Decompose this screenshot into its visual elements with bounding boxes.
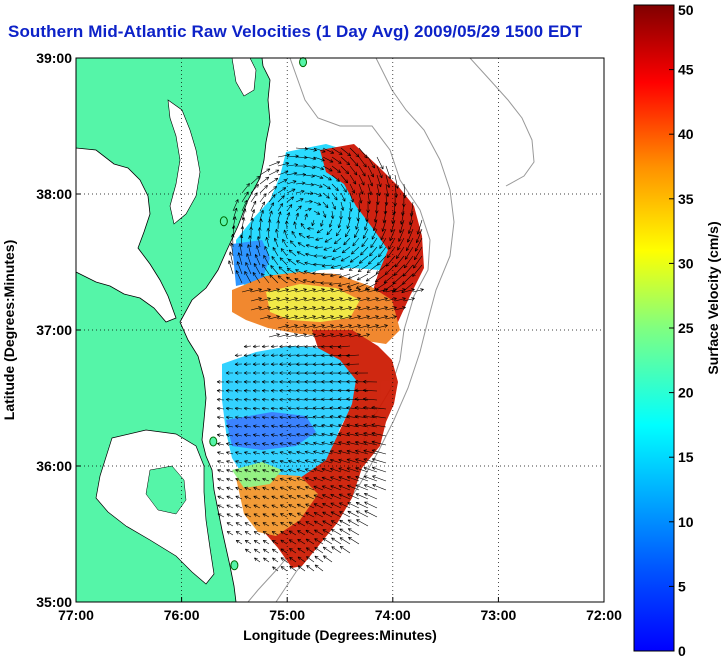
velocity-arrow-set xyxy=(216,146,424,572)
bay-inlet xyxy=(167,99,201,225)
colorbar-tick-label: 30 xyxy=(678,255,694,271)
colorbar-tick-label: 5 xyxy=(678,578,686,594)
x-axis: 77:00 76:00 75:00 74:00 73:00 72:00 xyxy=(58,597,622,623)
x-tick-label: 73:00 xyxy=(480,607,516,623)
radar-station-marker xyxy=(299,57,308,68)
velocity-field xyxy=(216,144,424,572)
velocity-patch-yellow xyxy=(266,284,360,322)
grid-lines xyxy=(76,58,604,602)
colorbar-tick-label: 50 xyxy=(678,2,694,18)
radar-stations xyxy=(209,57,308,571)
y-tick-label: 36:00 xyxy=(36,458,72,474)
velocity-patch-south-blue xyxy=(226,412,316,450)
bathymetry-contour-3 xyxy=(469,58,535,187)
velocity-arrows xyxy=(216,146,424,572)
y-tick-label: 39:00 xyxy=(36,50,72,66)
chart-title: Southern Mid-Atlantic Raw Velocities (1 … xyxy=(8,22,583,41)
colorbar-tick-label: 15 xyxy=(678,449,694,465)
x-tick-label: 76:00 xyxy=(164,607,200,623)
x-tick-label: 72:00 xyxy=(586,607,622,623)
pamlico-sound xyxy=(95,429,215,585)
colorbar-label: Surface Velocity (cm/s) xyxy=(705,221,721,374)
y-tick-label: 35:00 xyxy=(36,594,72,610)
chesapeake-bay xyxy=(76,147,177,323)
x-tick-label: 74:00 xyxy=(375,607,411,623)
velocity-patch-north-red xyxy=(320,144,424,324)
radar-station-marker xyxy=(209,436,218,447)
colorbar-tick-label: 40 xyxy=(678,126,694,142)
colorbar-tick-label: 0 xyxy=(678,643,686,659)
y-tick-label: 38:00 xyxy=(36,186,72,202)
colorbar-tick-label: 10 xyxy=(678,514,694,530)
x-axis-label: Longitude (Degrees:Minutes) xyxy=(243,627,437,643)
colorbar-tick-label: 45 xyxy=(678,62,694,78)
colorbar-tick-label: 35 xyxy=(678,191,694,207)
colorbar-tick-label: 20 xyxy=(678,385,694,401)
y-tick-label: 37:00 xyxy=(36,322,72,338)
colorbar-scale xyxy=(633,4,675,652)
radar-station-marker xyxy=(230,560,239,571)
velocity-patch-green xyxy=(232,462,282,488)
radar-station-marker xyxy=(219,216,228,227)
colorbar-tick-label: 25 xyxy=(678,320,694,336)
y-axis-label: Latitude (Degrees:Minutes) xyxy=(1,240,17,420)
x-tick-label: 75:00 xyxy=(269,607,305,623)
x-tick-label: 77:00 xyxy=(58,607,94,623)
y-axis: 39:00 38:00 37:00 36:00 35:00 xyxy=(36,50,81,610)
velocity-patch-south-orange xyxy=(236,474,318,536)
sound-island xyxy=(145,465,187,515)
delaware-bay xyxy=(231,58,257,97)
